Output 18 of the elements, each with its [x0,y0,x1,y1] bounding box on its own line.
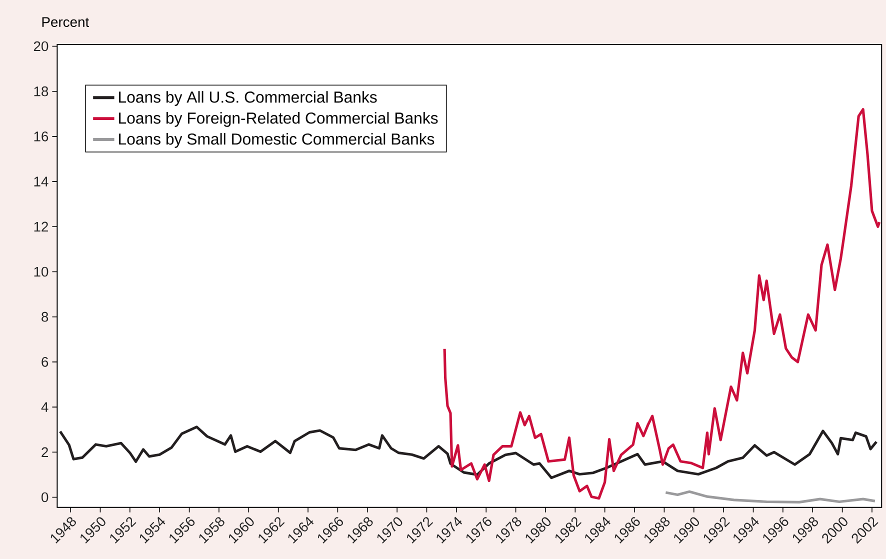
y-tick-label: 0 [42,492,48,502]
y-tick-label: 12 [34,222,48,232]
y-tick-label: 16 [34,131,48,142]
line-series [58,425,878,480]
legend-label: Loans by Foreign-Related Commercial Banks [119,112,438,127]
line-series [443,108,881,500]
y-tick-label: 8 [42,312,48,322]
y-tick-label: 4 [41,402,48,412]
y-tick-label: 2 [42,447,48,457]
legend-label: Loans by All U.S. Commercial Banks [119,90,377,106]
y-tick-label: 18 [34,86,48,96]
y-tick-label: 6 [42,356,48,367]
legend-label: Loans by Small Domestic Commercial Banks [119,132,434,148]
y-tick-label: 14 [34,176,48,186]
line-series [664,490,876,504]
y-axis-title: Percent [42,17,90,27]
y-tick-label: 10 [34,266,48,277]
y-tick-label: 20 [34,41,48,52]
